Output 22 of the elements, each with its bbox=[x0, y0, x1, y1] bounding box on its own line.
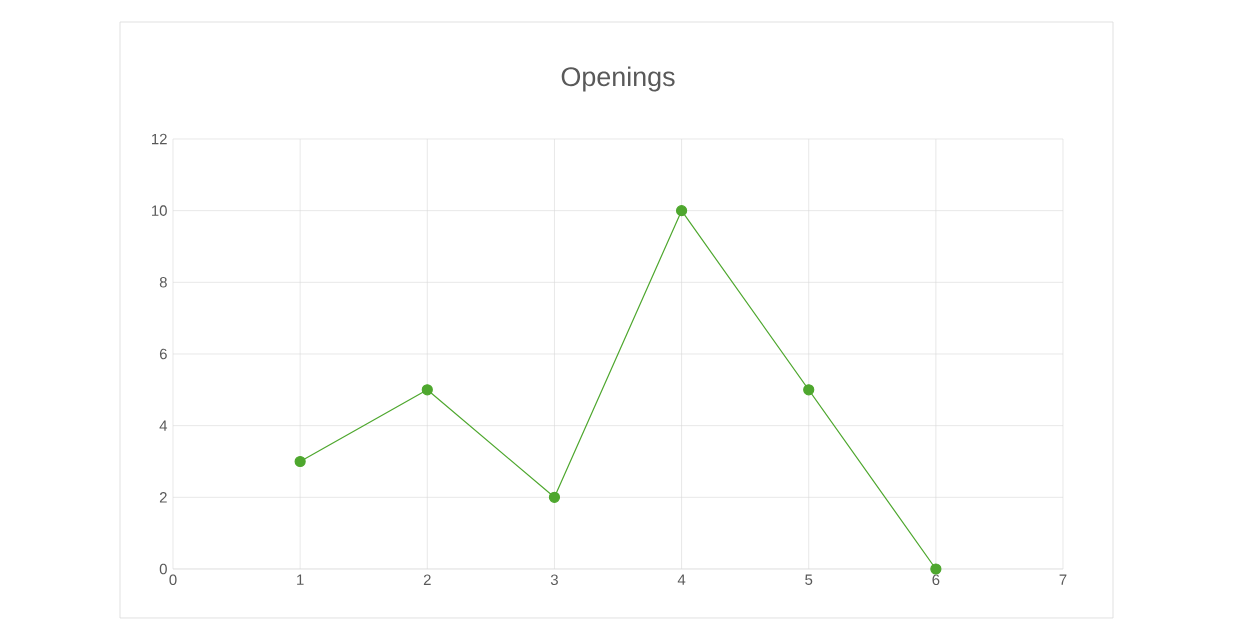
point bbox=[803, 384, 815, 396]
x-tick-label: 5 bbox=[805, 574, 813, 585]
x-tick-label: 1 bbox=[297, 574, 304, 585]
point bbox=[294, 455, 306, 468]
x-tick-label: 7 bbox=[1059, 574, 1067, 585]
x-tick-label: 4 bbox=[677, 574, 686, 585]
y-tick-label: 10 bbox=[152, 205, 167, 216]
chart-title: Openings bbox=[561, 66, 675, 92]
y-tick-label: 6 bbox=[159, 348, 167, 360]
point bbox=[675, 205, 688, 217]
y-tick-label: 12 bbox=[152, 133, 167, 145]
y-tick-label: 2 bbox=[159, 492, 167, 503]
y-tick-label: 0 bbox=[159, 563, 167, 575]
x-tick-label: 2 bbox=[423, 574, 431, 585]
x-tick-label: 3 bbox=[550, 574, 558, 586]
point bbox=[421, 384, 433, 396]
point bbox=[548, 491, 561, 503]
x-tick-label: 0 bbox=[169, 574, 177, 586]
y-tick-label: 4 bbox=[159, 420, 168, 431]
y-tick-label: 8 bbox=[159, 277, 167, 288]
x-tick-label: 6 bbox=[932, 574, 940, 586]
point bbox=[930, 563, 942, 575]
